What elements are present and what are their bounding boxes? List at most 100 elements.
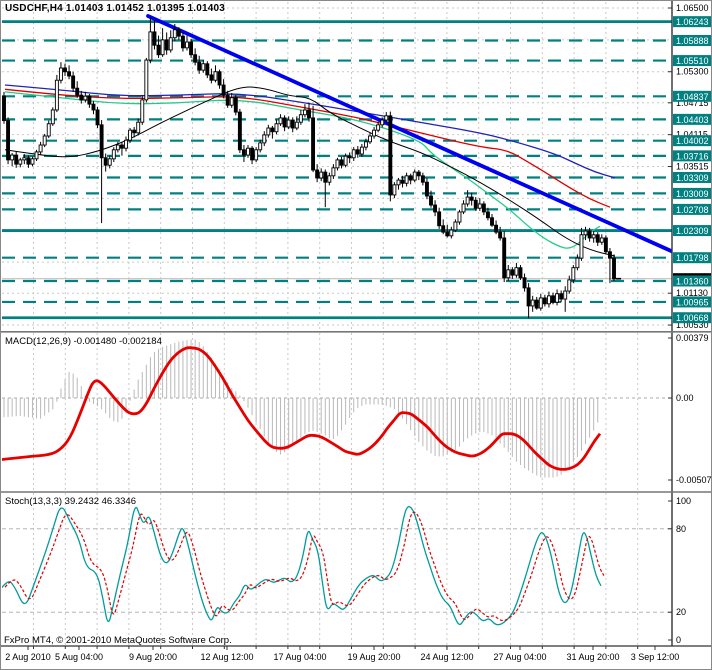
candle-body	[185, 41, 189, 49]
candle-body	[490, 217, 494, 226]
candle-body	[294, 121, 299, 129]
candle-body	[587, 230, 592, 239]
candle-body	[229, 97, 234, 106]
candle-body	[10, 154, 15, 161]
ma-red-line	[4, 88, 611, 208]
macd-label: MACD(12,26,9) -0.001480 -0.002184	[5, 336, 162, 347]
candle-body	[323, 171, 328, 183]
candle-body	[530, 299, 535, 307]
time-axis-label: 27 Aug 04:00	[493, 652, 546, 662]
time-axis-label: 5 Aug 04:00	[55, 652, 103, 662]
stoch-axis-label: 20	[676, 607, 686, 617]
candle-body	[233, 97, 238, 113]
time-axis-label: 2 Aug 2010	[5, 652, 51, 662]
candle-body	[473, 199, 478, 209]
candle-body	[91, 103, 96, 111]
time-axis-label: 3 Sep 12:00	[631, 652, 680, 662]
price-tag	[673, 150, 711, 162]
candle-body	[213, 71, 218, 81]
candle-body	[575, 257, 580, 269]
price-tag-label: 1.05510	[676, 56, 709, 66]
macd-axis-label: -0.00507	[676, 475, 712, 485]
price-tag-label: 1.04403	[676, 115, 709, 125]
candle-body	[119, 144, 124, 149]
candle-body	[363, 141, 368, 148]
candle-body	[258, 142, 263, 151]
candle-body	[111, 149, 116, 160]
candle-body	[115, 144, 120, 151]
price-tag-label: 1.03009	[676, 189, 709, 199]
candle-body	[83, 95, 88, 101]
price-tag	[673, 187, 711, 199]
candle-body	[30, 158, 35, 165]
stoch-axis-label: 100	[676, 496, 691, 506]
price-axis-label: 1.04715	[676, 98, 709, 108]
candle-body	[347, 155, 352, 159]
price-tag	[673, 252, 711, 264]
candle-body	[595, 234, 600, 243]
candle-body	[416, 171, 421, 177]
candle-body	[498, 231, 503, 239]
candle-body	[205, 63, 210, 76]
candle-body	[262, 134, 267, 144]
stoch-panel[interactable]	[0, 493, 672, 645]
price-tag-label: 1.04837	[676, 92, 709, 102]
price-axis-label: 1.05300	[676, 67, 709, 77]
candle-body	[189, 41, 194, 56]
candle-body	[388, 115, 393, 196]
main-panel[interactable]	[2, 2, 680, 331]
candle-body	[14, 154, 19, 165]
candle-body	[237, 111, 242, 151]
stoch-axis-label: 80	[676, 524, 686, 534]
candle-body	[445, 231, 450, 237]
candle-body	[176, 29, 181, 37]
candle-body	[307, 109, 311, 119]
candle-body	[209, 74, 214, 81]
candle-body	[22, 157, 27, 161]
candle-body	[546, 295, 551, 305]
candle-body	[168, 37, 173, 51]
candle-body	[424, 181, 429, 197]
candle-body	[469, 196, 474, 201]
candle-body	[335, 159, 340, 169]
candle-body	[461, 203, 466, 213]
candle-body	[180, 35, 185, 49]
price-axis-label: 1.04115	[676, 130, 708, 140]
price-tag-label: 1.00668	[676, 313, 709, 323]
candle-body	[302, 109, 307, 116]
candle-body	[380, 119, 385, 126]
stoch-label: Stoch(13,3,3) 39.2432 46.3346	[5, 496, 136, 507]
candle-body	[67, 71, 72, 77]
candle-body	[437, 211, 442, 227]
candle-body	[152, 31, 157, 46]
candle-body	[603, 237, 608, 253]
price-tag	[673, 203, 711, 215]
price-axis[interactable]: 1.06500 1.05300 1.04715 1.04115 1.03515 1.011…	[668, 3, 712, 645]
time-axis[interactable]: 2 Aug 2010 5 Aug 04:00 9 Aug 20:00 12 Aug 1…	[5, 646, 679, 662]
candle-body	[567, 279, 572, 292]
candle-body	[522, 277, 527, 289]
candle-body	[510, 269, 515, 276]
candle-body	[250, 147, 255, 161]
candle-body	[542, 297, 547, 305]
candle-body	[79, 94, 84, 101]
macd-panel[interactable]	[0, 333, 672, 491]
candle-body	[607, 251, 612, 259]
candle-body	[384, 115, 389, 121]
candle-body	[160, 39, 165, 56]
candle-body	[502, 237, 507, 279]
time-axis-label: 31 Aug 20:00	[566, 652, 619, 662]
candle-body	[2, 95, 6, 122]
trend-line[interactable]	[146, 14, 680, 255]
candle-body	[355, 149, 360, 155]
candle-body	[34, 151, 39, 160]
macd-axis-label: 0.00379	[676, 333, 709, 343]
candle-body	[368, 135, 372, 143]
candle-body	[193, 54, 198, 63]
price-tag-label: 1.05888	[676, 36, 709, 46]
candle-body	[298, 114, 303, 123]
candle-body	[266, 127, 271, 136]
candle-body	[514, 267, 519, 276]
